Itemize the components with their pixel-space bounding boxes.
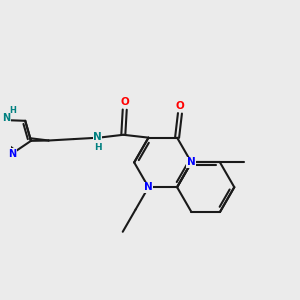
- Text: O: O: [120, 98, 129, 107]
- Text: N: N: [2, 113, 10, 123]
- Text: H: H: [10, 106, 16, 115]
- Text: N: N: [93, 132, 102, 142]
- Text: O: O: [176, 101, 184, 111]
- Text: N: N: [8, 149, 16, 159]
- Text: H: H: [94, 143, 101, 152]
- Text: N: N: [144, 182, 153, 192]
- Text: N: N: [187, 158, 196, 167]
